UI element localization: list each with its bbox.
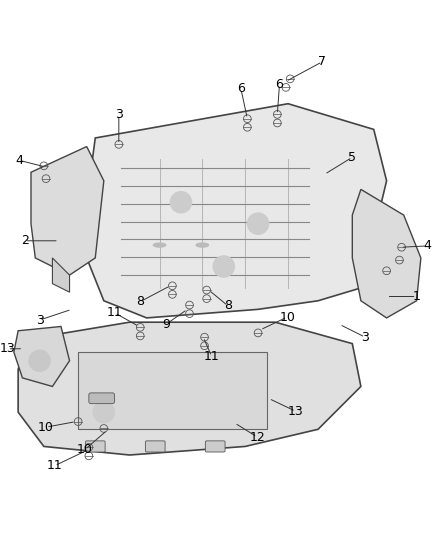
Text: 3: 3 [361,330,369,344]
Text: 7: 7 [318,55,326,68]
Text: 10: 10 [77,443,92,456]
FancyBboxPatch shape [205,441,225,452]
Text: 3: 3 [115,108,123,121]
Circle shape [170,191,192,213]
Polygon shape [87,104,387,318]
Text: 4: 4 [424,239,431,253]
Text: 10: 10 [279,311,295,324]
Text: 3: 3 [35,313,43,327]
Text: 12: 12 [249,431,265,443]
Text: 8: 8 [224,300,232,312]
Text: 10: 10 [38,421,54,434]
Polygon shape [31,147,104,275]
Text: 11: 11 [107,306,122,319]
Text: 13: 13 [0,342,15,356]
Bar [78,352,267,429]
Text: 11: 11 [47,459,63,472]
Text: 11: 11 [204,350,220,363]
Text: 2: 2 [21,235,28,247]
Polygon shape [14,327,70,386]
Text: 5: 5 [348,151,357,164]
Polygon shape [352,189,421,318]
Circle shape [247,213,269,235]
FancyBboxPatch shape [85,441,105,452]
Text: 6: 6 [276,78,283,91]
Text: 8: 8 [136,295,144,308]
Text: 13: 13 [288,405,304,418]
Polygon shape [53,258,70,292]
FancyBboxPatch shape [145,441,165,452]
Text: 9: 9 [162,318,170,331]
Ellipse shape [196,243,209,247]
Circle shape [29,350,50,372]
FancyBboxPatch shape [89,393,115,403]
Text: 4: 4 [15,154,23,167]
Circle shape [93,401,115,423]
Text: 6: 6 [237,82,245,95]
Ellipse shape [153,243,166,247]
Circle shape [213,256,234,277]
Text: 1: 1 [413,290,420,303]
Polygon shape [18,322,361,455]
